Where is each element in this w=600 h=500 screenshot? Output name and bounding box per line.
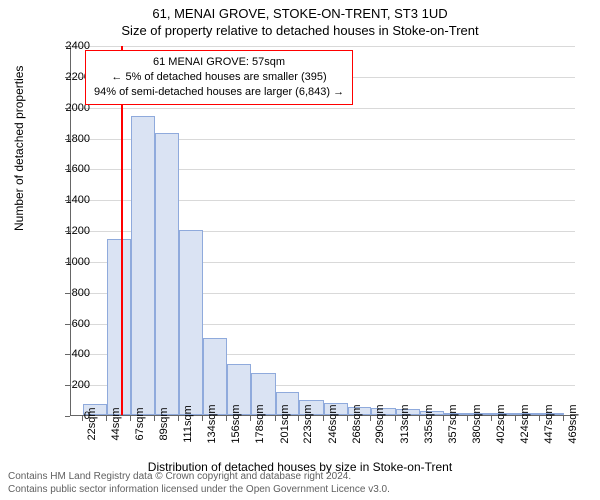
- y-tick-label: 1200: [54, 225, 90, 237]
- annotation-box: 61 MENAI GROVE: 57sqm← 5% of detached ho…: [85, 50, 353, 105]
- y-tick-mark: [65, 324, 70, 325]
- x-tick-label: 402sqm: [495, 404, 507, 443]
- y-tick-mark: [65, 231, 70, 232]
- annotation-line: ← 5% of detached houses are smaller (395…: [94, 70, 344, 85]
- x-tick-label: 380sqm: [471, 404, 483, 443]
- x-tick-label: 67sqm: [134, 407, 146, 440]
- x-tick-mark: [515, 416, 516, 421]
- x-tick-mark: [467, 416, 468, 421]
- footer-line-1: Contains HM Land Registry data © Crown c…: [8, 471, 390, 484]
- y-tick-mark: [65, 416, 70, 417]
- y-tick-label: 800: [54, 287, 90, 299]
- annotation-line: 61 MENAI GROVE: 57sqm: [94, 55, 344, 70]
- y-tick-label: 1400: [54, 194, 90, 206]
- annotation-line: 94% of semi-detached houses are larger (…: [94, 85, 344, 100]
- x-tick-label: 246sqm: [327, 404, 339, 443]
- x-tick-mark: [443, 416, 444, 421]
- y-tick-mark: [65, 77, 70, 78]
- y-tick-mark: [65, 385, 70, 386]
- x-tick-mark: [539, 416, 540, 421]
- x-tick-label: 201sqm: [279, 404, 291, 443]
- x-tick-label: 313sqm: [399, 404, 411, 443]
- x-tick-label: 156sqm: [230, 404, 242, 443]
- title-block: 61, MENAI GROVE, STOKE-ON-TRENT, ST3 1UD…: [0, 0, 600, 38]
- x-tick-label: 335sqm: [423, 404, 435, 443]
- chart-subtitle: Size of property relative to detached ho…: [0, 23, 600, 38]
- y-tick-mark: [65, 354, 70, 355]
- y-tick-mark: [65, 46, 70, 47]
- x-tick-mark: [419, 416, 420, 421]
- y-tick-label: 200: [54, 379, 90, 391]
- x-tick-label: 22sqm: [86, 407, 98, 440]
- x-tick-mark: [178, 416, 179, 421]
- x-tick-mark: [323, 416, 324, 421]
- footer-line-2: Contains public sector information licen…: [8, 484, 390, 497]
- y-tick-mark: [65, 139, 70, 140]
- gridline: [71, 108, 575, 109]
- x-tick-mark: [250, 416, 251, 421]
- x-tick-mark: [370, 416, 371, 421]
- histogram-bar: [155, 133, 179, 415]
- x-tick-mark: [202, 416, 203, 421]
- chart-container: 61, MENAI GROVE, STOKE-ON-TRENT, ST3 1UD…: [0, 0, 600, 500]
- x-tick-mark: [82, 416, 83, 421]
- x-tick-label: 469sqm: [567, 404, 579, 443]
- x-tick-mark: [130, 416, 131, 421]
- x-tick-label: 268sqm: [351, 404, 363, 443]
- x-tick-mark: [106, 416, 107, 421]
- x-tick-label: 357sqm: [447, 404, 459, 443]
- x-tick-mark: [347, 416, 348, 421]
- x-tick-mark: [298, 416, 299, 421]
- x-tick-label: 89sqm: [158, 407, 170, 440]
- x-tick-label: 111sqm: [182, 405, 194, 443]
- y-tick-mark: [65, 200, 70, 201]
- chart-title: 61, MENAI GROVE, STOKE-ON-TRENT, ST3 1UD: [0, 6, 600, 21]
- y-tick-label: 0: [54, 410, 90, 422]
- y-tick-mark: [65, 108, 70, 109]
- x-tick-label: 44sqm: [110, 407, 122, 440]
- x-tick-mark: [563, 416, 564, 421]
- x-tick-mark: [395, 416, 396, 421]
- histogram-bar: [179, 230, 204, 415]
- y-tick-mark: [65, 293, 70, 294]
- x-tick-label: 178sqm: [254, 404, 266, 443]
- y-tick-mark: [65, 262, 70, 263]
- gridline: [71, 46, 575, 47]
- histogram-bar: [131, 116, 155, 415]
- x-tick-label: 134sqm: [206, 404, 218, 443]
- y-tick-label: 1600: [54, 163, 90, 175]
- x-tick-label: 447sqm: [543, 404, 555, 443]
- histogram-bar: [107, 239, 132, 415]
- y-tick-label: 1800: [54, 133, 90, 145]
- y-tick-label: 1000: [54, 256, 90, 268]
- x-tick-label: 424sqm: [519, 404, 531, 443]
- x-tick-mark: [491, 416, 492, 421]
- y-axis-label: Number of detached properties: [12, 66, 26, 231]
- x-tick-mark: [275, 416, 276, 421]
- x-tick-label: 290sqm: [374, 404, 386, 443]
- footer: Contains HM Land Registry data © Crown c…: [8, 471, 390, 496]
- x-tick-label: 223sqm: [302, 404, 314, 443]
- y-tick-mark: [65, 169, 70, 170]
- y-tick-label: 600: [54, 318, 90, 330]
- y-tick-label: 400: [54, 348, 90, 360]
- x-tick-mark: [226, 416, 227, 421]
- x-tick-mark: [154, 416, 155, 421]
